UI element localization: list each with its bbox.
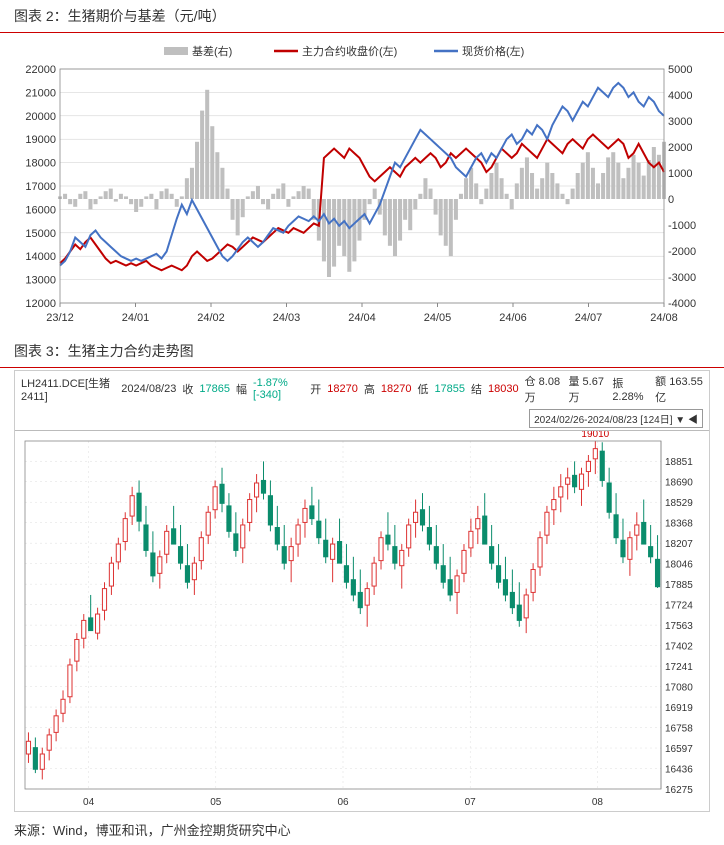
svg-text:基差(右): 基差(右): [192, 44, 232, 58]
svg-text:主力合约收盘价(左): 主力合约收盘价(左): [302, 44, 397, 58]
svg-text:19000: 19000: [25, 134, 56, 146]
symbol: LH2411.DCE[生猪2411]: [21, 375, 115, 403]
svg-text:17563: 17563: [665, 621, 693, 632]
high-label: 高: [364, 381, 375, 397]
svg-text:24/06: 24/06: [499, 312, 527, 324]
svg-text:18368: 18368: [665, 519, 693, 530]
svg-text:17080: 17080: [665, 683, 693, 694]
chart2-title: 图表 2：生猪期价与基差（元/吨）: [0, 0, 724, 33]
svg-text:18690: 18690: [665, 478, 693, 489]
change-label: 幅: [236, 381, 247, 397]
svg-text:24/04: 24/04: [348, 312, 376, 324]
svg-text:24/03: 24/03: [273, 312, 301, 324]
svg-text:4000: 4000: [668, 90, 692, 102]
close-val: 17865: [199, 383, 230, 395]
svg-text:15000: 15000: [25, 228, 56, 240]
svg-text:21000: 21000: [25, 87, 56, 99]
chart3-info-bar: LH2411.DCE[生猪2411] 2024/08/23 收 17865 幅 -1…: [15, 371, 709, 407]
svg-text:05: 05: [210, 797, 222, 808]
svg-text:17241: 17241: [665, 662, 693, 673]
chart2-container: 12000 13000 14000 15000 16000 17000 18000 19000…: [14, 41, 710, 327]
date-range: 2024/02/26-2024/08/23 [124日] ▼ ◀: [529, 409, 703, 428]
low-val: 17855: [434, 383, 465, 395]
svg-text:2000: 2000: [668, 142, 692, 154]
settle-val: 18030: [488, 383, 519, 395]
svg-text:3000: 3000: [668, 116, 692, 128]
svg-text:13000: 13000: [25, 275, 56, 287]
svg-text:16275: 16275: [665, 785, 693, 796]
svg-text:18851: 18851: [665, 457, 693, 468]
low-label: 低: [417, 381, 428, 397]
svg-text:24/01: 24/01: [122, 312, 150, 324]
svg-text:19010: 19010: [581, 431, 609, 440]
svg-text:0: 0: [668, 194, 674, 206]
chart3-container: LH2411.DCE[生猪2411] 2024/08/23 收 17865 幅 -1…: [14, 370, 710, 812]
chart3-title: 图表 3：生猪主力合约走势图: [0, 335, 724, 368]
svg-text:16758: 16758: [665, 724, 693, 735]
svg-text:17402: 17402: [665, 642, 693, 653]
svg-text:-3000: -3000: [668, 272, 696, 284]
svg-text:现货价格(左): 现货价格(左): [462, 44, 524, 58]
vol: 量 5.67万: [568, 373, 606, 405]
svg-text:14000: 14000: [25, 251, 56, 263]
amt: 额 163.55亿: [655, 373, 703, 405]
svg-text:18046: 18046: [665, 560, 693, 571]
svg-text:24/05: 24/05: [424, 312, 452, 324]
svg-text:17724: 17724: [665, 601, 693, 612]
change-val: -1.87%[-340]: [253, 377, 304, 401]
svg-text:5000: 5000: [668, 64, 692, 76]
svg-text:12000: 12000: [25, 298, 56, 310]
svg-text:24/02: 24/02: [197, 312, 225, 324]
svg-text:22000: 22000: [25, 64, 56, 76]
svg-text:07: 07: [465, 797, 477, 808]
svg-text:18207: 18207: [665, 539, 693, 550]
close-label: 收: [182, 381, 193, 397]
svg-text:16919: 16919: [665, 703, 693, 714]
oi: 仓 8.08万: [525, 373, 563, 405]
high-val: 18270: [381, 383, 412, 395]
info-date: 2024/08/23: [121, 383, 176, 395]
svg-text:24/07: 24/07: [575, 312, 603, 324]
svg-text:20000: 20000: [25, 111, 56, 123]
svg-text:16597: 16597: [665, 744, 693, 755]
svg-text:24/08: 24/08: [650, 312, 678, 324]
chg: 振 2.28%: [612, 375, 649, 403]
svg-text:-2000: -2000: [668, 246, 696, 258]
svg-text:17000: 17000: [25, 181, 56, 193]
svg-text:16000: 16000: [25, 204, 56, 216]
svg-text:23/12: 23/12: [46, 312, 74, 324]
open-label: 开: [310, 381, 321, 397]
svg-text:16436: 16436: [665, 765, 693, 776]
svg-text:18529: 18529: [665, 498, 693, 509]
svg-text:-1000: -1000: [668, 220, 696, 232]
svg-text:-4000: -4000: [668, 298, 696, 310]
settle-label: 结: [471, 381, 482, 397]
svg-text:08: 08: [592, 797, 604, 808]
svg-text:06: 06: [337, 797, 349, 808]
svg-text:17885: 17885: [665, 580, 693, 591]
svg-text:1000: 1000: [668, 168, 692, 180]
open-val: 18270: [327, 383, 358, 395]
source-text: 来源：Wind，博亚和讯，广州金控期货研究中心: [0, 814, 724, 845]
svg-text:18000: 18000: [25, 158, 56, 170]
svg-text:04: 04: [83, 797, 95, 808]
